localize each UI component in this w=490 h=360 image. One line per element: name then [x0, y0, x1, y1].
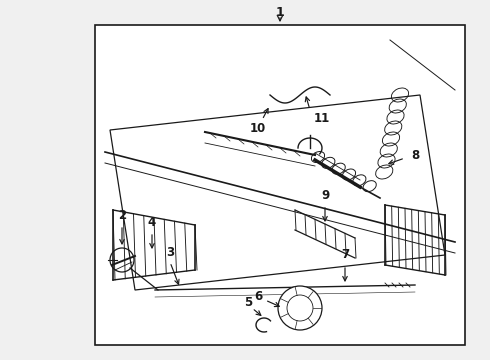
- Text: 3: 3: [166, 246, 174, 258]
- Text: 2: 2: [118, 208, 126, 221]
- Text: 5: 5: [244, 296, 252, 309]
- Text: 11: 11: [314, 112, 330, 125]
- Bar: [95, 25, 465, 345]
- Text: 1: 1: [275, 5, 284, 18]
- Text: 9: 9: [321, 189, 329, 202]
- Text: 6: 6: [254, 289, 262, 302]
- Text: 4: 4: [148, 216, 156, 229]
- Text: 10: 10: [250, 122, 266, 135]
- Circle shape: [278, 286, 322, 330]
- Text: 8: 8: [411, 149, 419, 162]
- Text: 7: 7: [341, 248, 349, 261]
